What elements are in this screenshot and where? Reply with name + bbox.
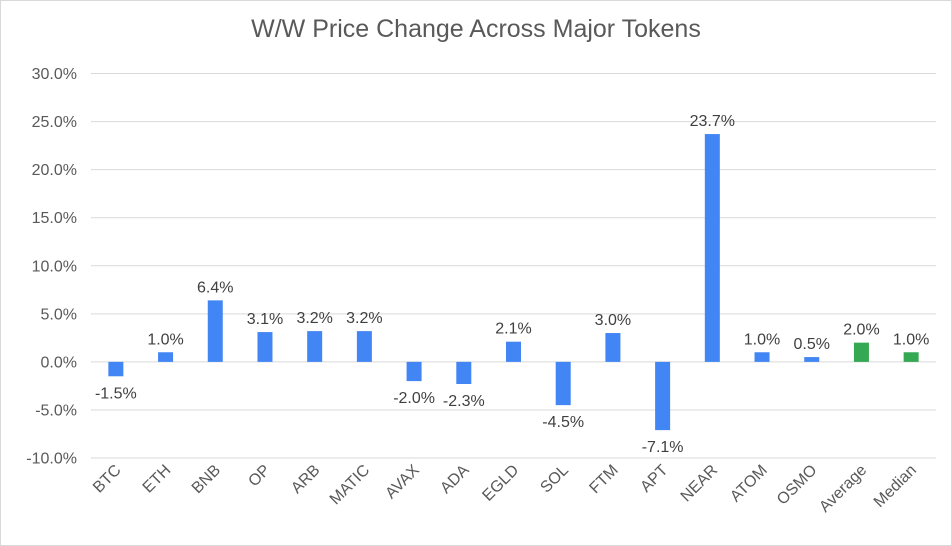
y-tick-label: 25.0% <box>32 114 77 131</box>
gridlines <box>91 73 936 459</box>
data-label: -7.1% <box>642 439 684 456</box>
x-tick-label: Median <box>871 462 920 511</box>
data-label: -2.0% <box>393 390 435 407</box>
data-label: -4.5% <box>542 414 584 431</box>
data-label: -1.5% <box>95 385 137 402</box>
bars <box>108 134 919 431</box>
bar-sol <box>555 361 571 406</box>
bar-eth <box>158 352 174 362</box>
data-label: 1.0% <box>147 331 183 348</box>
y-tick-label: 30.0% <box>32 66 77 83</box>
bar-arb <box>307 331 323 362</box>
data-label: 6.4% <box>197 279 233 296</box>
data-label: 3.2% <box>346 310 382 327</box>
x-axis-category-labels: BTC ETH BNB OP ARB MATIC AVAX ADA EGLD SOL FTM APT N… <box>90 462 920 516</box>
chart-title: W/W Price Change Across Major Tokens <box>251 15 701 43</box>
bar-avax <box>406 361 422 382</box>
x-tick-label: MATIC <box>327 462 373 508</box>
y-tick-label: 5.0% <box>41 306 77 323</box>
y-tick-label: 10.0% <box>32 258 77 275</box>
bar-egld <box>506 341 521 362</box>
bar-average <box>853 342 869 362</box>
bar-osmo <box>804 357 820 362</box>
data-label: -2.3% <box>443 393 485 410</box>
x-tick-label: EGLD <box>479 462 522 505</box>
bar-near <box>704 134 720 362</box>
data-label: 23.7% <box>690 113 735 130</box>
x-tick-label: ARB <box>288 462 323 497</box>
y-tick-label: 20.0% <box>32 162 77 179</box>
bar-atom <box>754 352 770 362</box>
data-label: 1.0% <box>744 331 780 348</box>
data-label: 3.0% <box>595 312 631 329</box>
data-label: 2.0% <box>843 322 879 339</box>
y-tick-label: -10.0% <box>26 451 77 468</box>
y-tick-label: -5.0% <box>35 402 77 419</box>
y-axis-tick-labels: 30.0% 25.0% 20.0% 15.0% 10.0% 5.0% 0.0% -5.0% -1… <box>26 66 77 468</box>
x-tick-label: ETH <box>140 462 175 497</box>
x-tick-label: BTC <box>90 462 125 497</box>
x-tick-label: FTM <box>586 462 621 497</box>
data-label: 1.0% <box>893 331 929 348</box>
data-label: 3.2% <box>296 310 332 327</box>
data-label: 0.5% <box>794 336 830 353</box>
bar-btc <box>108 361 124 377</box>
bar-op <box>257 332 273 362</box>
data-labels: -1.5% 1.0% 6.4% 3.1% 3.2% 3.2% -2.0% -2.3% 2.1% -… <box>95 113 929 456</box>
x-tick-label: ADA <box>437 462 473 498</box>
bar-ada <box>456 361 472 384</box>
x-tick-label: NEAR <box>678 462 721 505</box>
bar-apt <box>655 361 671 431</box>
bar-ftm <box>605 333 621 362</box>
x-tick-label: OP <box>245 462 273 490</box>
y-tick-label: 15.0% <box>32 210 77 227</box>
bar-matic <box>356 331 372 362</box>
y-tick-label: 0.0% <box>41 354 77 371</box>
x-tick-label: AVAX <box>382 462 423 503</box>
x-tick-label: OSMO <box>774 462 821 509</box>
bar-bnb <box>207 300 223 362</box>
x-tick-label: Average <box>816 462 870 516</box>
x-tick-label: ATOM <box>727 462 771 506</box>
data-label: 3.1% <box>247 311 283 328</box>
x-tick-label: BNB <box>189 462 224 497</box>
bar-median <box>903 352 919 362</box>
x-tick-label: APT <box>637 462 671 496</box>
x-tick-label: SOL <box>537 462 572 497</box>
data-label: 2.1% <box>495 321 531 338</box>
